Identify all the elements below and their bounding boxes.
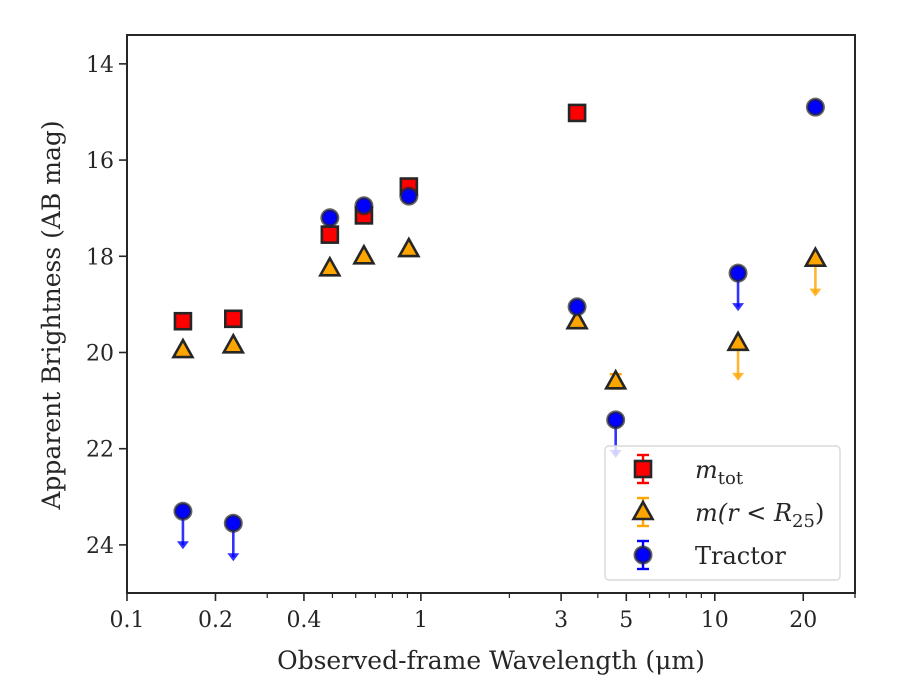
legend-box [604,445,841,581]
x-tick-label-6: 10 [701,608,729,633]
x-tick-label-3: 1 [414,608,428,633]
legend: mtot m(r < R25) Tractor [604,445,841,581]
legend-label-0: mtot [695,456,744,489]
x-tick-label-0: 0.1 [110,608,145,633]
data-point-square-0 [173,311,193,331]
x-axis-label: Observed-frame Wavelength (μm) [277,646,705,675]
y-tick-label-4: 22 [86,438,114,463]
plot-area [171,97,828,562]
data-point-square-1 [224,309,243,329]
x-tick-label-1: 0.2 [198,608,233,633]
data-point-square-2 [320,225,340,244]
data-point-triangle-5 [565,308,589,330]
legend-marker-circle [633,545,653,565]
y-tick-label-1: 16 [86,149,114,174]
legend-label-1: m(r < R25) [695,499,824,532]
legend-marker-square [633,459,653,479]
y-tick-label-2: 18 [86,245,114,270]
axes: 0.1 0.2 0.4 1 3 5 10 20 14 16 18 20 22 24 [86,34,856,633]
data-point-triangle-2 [318,255,342,277]
data-point-triangle-0 [171,337,195,359]
x-tick-label-7: 20 [789,608,817,633]
data-point-square-5 [567,103,587,123]
data-point-triangle-4 [397,236,421,258]
y-tick-label-3: 20 [86,341,114,366]
y-tick-label-0: 14 [86,53,114,78]
data-point-triangle-7 [726,330,750,352]
data-point-triangle-1 [221,332,246,354]
y-axis-label: Apparent Brightness (AB mag) [37,120,66,510]
plot-frame [126,34,856,594]
x-tick-label-2: 0.4 [286,608,321,633]
data-point-triangle-8 [803,246,828,267]
legend-marker-triangle [631,499,655,521]
data-point-triangle-6 [603,368,628,390]
data-point-triangle-3 [352,243,376,265]
x-tick-label-5: 5 [619,608,633,633]
x-tick-label-4: 3 [554,608,568,633]
legend-label-2: Tractor [695,542,786,570]
y-tick-label-5: 24 [86,534,114,559]
